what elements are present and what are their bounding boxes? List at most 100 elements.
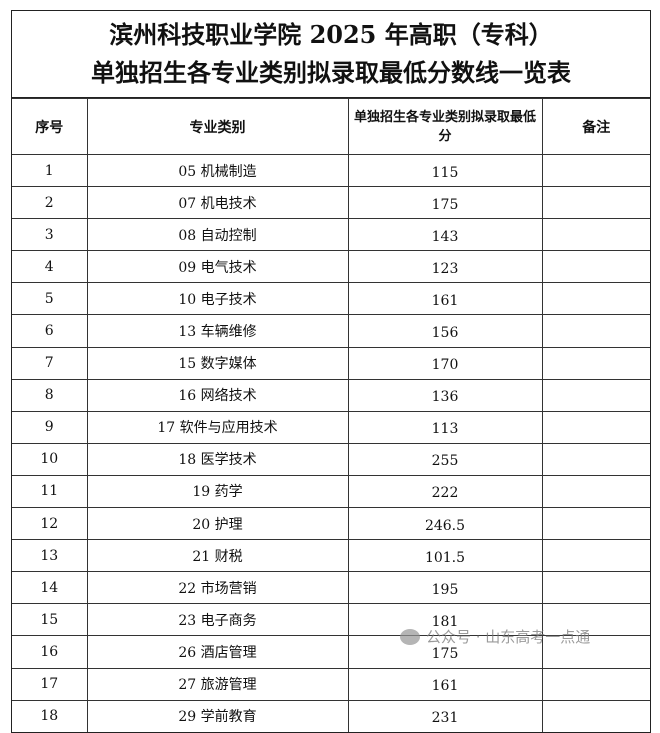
cell-category: 15 数字媒体: [86, 346, 349, 380]
score-table-document: 滨州科技职业学院 2025 年高职（专科） 单独招生各专业类别拟录取最低分数线一…: [11, 10, 651, 733]
cell-category: 27 旅游管理: [86, 667, 349, 701]
table-row: 6 13 车辆维修 156: [12, 314, 650, 348]
cell-index: 17: [12, 667, 88, 701]
table-row: 14 22 市场营销 195: [12, 571, 650, 605]
cell-note: [541, 507, 650, 541]
cell-score: 181: [347, 603, 543, 637]
cell-index: 4: [12, 250, 88, 284]
table-row: 4 09 电气技术 123: [12, 250, 650, 284]
cell-category: 29 学前教育: [86, 699, 349, 732]
cell-score: 175: [347, 635, 543, 669]
cell-index: 9: [12, 410, 88, 444]
cell-category: 13 车辆维修: [86, 314, 349, 348]
cell-index: 1: [12, 153, 88, 188]
table-row: 17 27 旅游管理 161: [12, 667, 650, 701]
cell-note: [541, 410, 650, 444]
cell-category: 18 医学技术: [86, 442, 349, 476]
table-row: 9 17 软件与应用技术 113: [12, 410, 650, 444]
watermark-text: 公众号 · 山东高考一点通: [426, 628, 591, 646]
cell-score: 255: [347, 442, 543, 476]
cell-category: 05 机械制造: [86, 153, 349, 188]
header-score: 单独招生各专业类别拟录取最低分: [347, 98, 543, 155]
cell-category: 21 财税: [86, 539, 349, 573]
cell-category: 10 电子技术: [86, 282, 349, 316]
cell-score: 195: [347, 571, 543, 605]
cell-score: 175: [347, 186, 543, 220]
cell-score: 170: [347, 346, 543, 380]
cell-score: 222: [347, 474, 543, 509]
cell-index: 2: [12, 186, 88, 220]
cell-category: 20 护理: [86, 507, 349, 541]
table-row: 5 10 电子技术 161: [12, 282, 650, 316]
cell-note: [541, 699, 650, 732]
watermark: 公众号 · 山东高考一点通: [400, 626, 590, 647]
cell-category: 09 电气技术: [86, 250, 349, 284]
table-row: 11 19 药学 222: [12, 474, 650, 509]
cell-note: [541, 186, 650, 220]
cell-index: 3: [12, 218, 88, 252]
cell-index: 15: [12, 603, 88, 637]
cell-category: 08 自动控制: [86, 218, 349, 252]
cell-category: 23 电子商务: [86, 603, 349, 637]
cell-category: 22 市场营销: [86, 571, 349, 605]
cell-score: 136: [347, 378, 543, 412]
header-note: 备注: [541, 98, 650, 155]
cell-index: 11: [12, 474, 88, 509]
cell-category: 17 软件与应用技术: [86, 410, 349, 444]
cell-note: [541, 667, 650, 701]
document-title: 滨州科技职业学院 2025 年高职（专科） 单独招生各专业类别拟录取最低分数线一…: [12, 11, 650, 98]
cell-note: [541, 250, 650, 284]
cell-score: 113: [347, 410, 543, 444]
cell-score: 231: [347, 699, 543, 732]
cell-category: 16 网络技术: [86, 378, 349, 412]
table-header-row: 序号 专业类别 单独招生各专业类别拟录取最低分 备注: [12, 98, 650, 155]
cell-index: 13: [12, 539, 88, 573]
cell-note: [541, 378, 650, 412]
title-line-2: 单独招生各专业类别拟录取最低分数线一览表: [91, 58, 571, 87]
table-row: 12 20 护理 246.5: [12, 507, 650, 541]
cell-score: 101.5: [347, 539, 543, 573]
table-row: 1 05 机械制造 115: [12, 153, 650, 188]
cell-score: 161: [347, 667, 543, 701]
cell-category: 07 机电技术: [86, 186, 349, 220]
cell-note: [541, 539, 650, 573]
cell-index: 12: [12, 507, 88, 541]
cell-score: 115: [347, 153, 543, 188]
table-row: 3 08 自动控制 143: [12, 218, 650, 252]
cell-note: [541, 442, 650, 476]
cell-category: 26 酒店管理: [86, 635, 349, 669]
table-row: 13 21 财税 101.5: [12, 539, 650, 573]
cell-note: [541, 474, 650, 509]
table-row: 7 15 数字媒体 170: [12, 346, 650, 380]
cell-score: 161: [347, 282, 543, 316]
cell-category: 19 药学: [86, 474, 349, 509]
wechat-icon: [400, 628, 420, 645]
table-row: 8 16 网络技术 136: [12, 378, 650, 412]
cell-score: 143: [347, 218, 543, 252]
table-row: 2 07 机电技术 175: [12, 186, 650, 220]
cell-index: 10: [12, 442, 88, 476]
header-category: 专业类别: [86, 98, 349, 155]
cell-note: [541, 153, 650, 188]
cell-index: 18: [12, 699, 88, 732]
cell-index: 5: [12, 282, 88, 316]
cell-note: [541, 282, 650, 316]
cell-note: [541, 603, 650, 637]
cell-index: 16: [12, 635, 88, 669]
cell-index: 7: [12, 346, 88, 380]
cell-index: 14: [12, 571, 88, 605]
cell-note: [541, 218, 650, 252]
score-table: 序号 专业类别 单独招生各专业类别拟录取最低分 备注 1 05 机械制造 115 2 0…: [12, 98, 650, 732]
cell-score: 246.5: [347, 507, 543, 541]
cell-score: 123: [347, 250, 543, 284]
cell-note: [541, 571, 650, 605]
cell-note: [541, 346, 650, 380]
cell-index: 6: [12, 314, 88, 348]
title-line-1: 滨州科技职业学院 2025 年高职（专科）: [109, 20, 553, 49]
cell-note: [541, 314, 650, 348]
table-row: 10 18 医学技术 255: [12, 442, 650, 476]
table-row: 16 26 酒店管理 175: [12, 635, 650, 669]
cell-index: 8: [12, 378, 88, 412]
cell-score: 156: [347, 314, 543, 348]
header-index: 序号: [12, 98, 88, 155]
